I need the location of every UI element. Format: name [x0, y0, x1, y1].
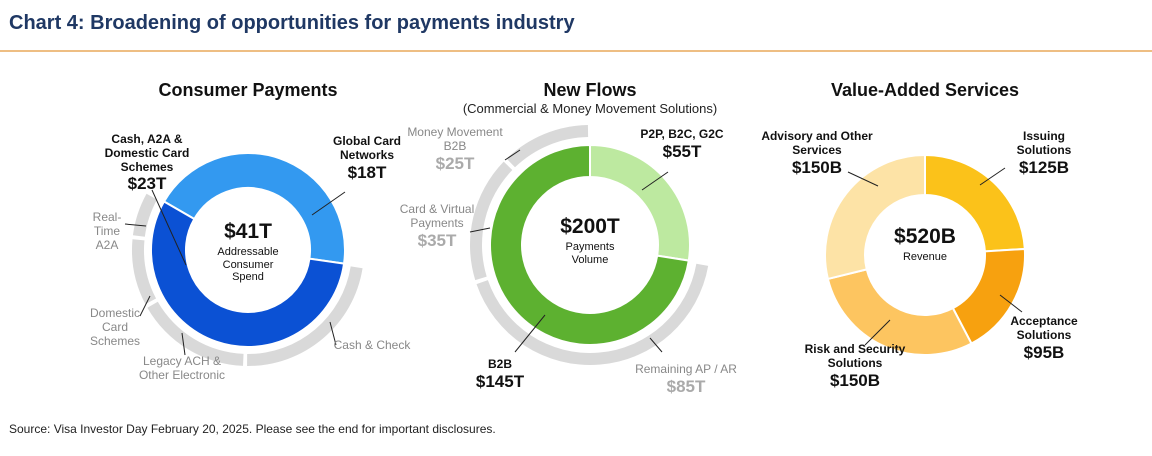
leader-line [999, 294, 1023, 313]
leader-line [151, 189, 187, 266]
breakdown-segment [132, 193, 158, 237]
label-block: P2P, B2C, G2C $55T [627, 127, 737, 161]
label-block: Global Card Networks $18T [332, 134, 402, 182]
segment-name: Money Movement B2B [407, 125, 503, 153]
segment-value: $150B [829, 370, 881, 390]
leader-line [124, 223, 147, 227]
segment-value: $23T [127, 174, 167, 194]
segment-name: P2P, B2C, G2C [640, 127, 724, 141]
center-text: Revenue [902, 251, 948, 263]
breakdown-segment [470, 161, 513, 281]
chart-title: New Flows [543, 80, 637, 100]
label-block: Remaining AP / AR $85T [626, 362, 746, 396]
chart-subtitle: (Commercial & Money Movement Solutions) [462, 101, 718, 116]
leader-line [864, 319, 891, 346]
donut-segment [489, 143, 690, 346]
leader-line [847, 171, 879, 187]
segment-name: Cash, A2A & Domestic Card Schemes [104, 132, 190, 174]
segment-value: $35T [417, 230, 457, 250]
donut-segment [150, 200, 346, 349]
label-block: Issuing Solutions $125B [1004, 129, 1084, 177]
segment-value: $125B [1018, 157, 1070, 177]
breakdown-segment [476, 263, 709, 365]
label-block: Cash & Check [322, 338, 422, 353]
label-block: B2B $145T [460, 357, 540, 391]
leader-line [641, 171, 669, 191]
segment-name: Cash & Check [333, 338, 411, 352]
segment-value: $18T [347, 162, 387, 182]
segment-value: $85T [666, 376, 706, 396]
page-title: Chart 4: Broadening of opportunities for… [9, 12, 575, 34]
label-block: Risk and Security Solutions $150B [785, 342, 925, 390]
segment-value: $55T [662, 141, 702, 161]
donut-segment [162, 152, 346, 265]
leader-line [329, 321, 337, 346]
segment-name: Issuing Solutions [1016, 129, 1072, 157]
segment-value: $95B [1023, 342, 1065, 362]
segment-name: B2B [487, 357, 512, 371]
segment-value: $25T [435, 153, 475, 173]
breakdown-segment [131, 239, 157, 305]
leader-line [979, 167, 1006, 186]
center-text: Addressable Consumer Spend [217, 246, 279, 284]
segment-name: Advisory and Other Services [761, 129, 873, 157]
label-block: Advisory and Other Services $150B [757, 129, 877, 177]
center-total: $41T [224, 220, 272, 243]
label-block: Real-Time A2A [82, 210, 132, 252]
leader-line [181, 332, 186, 356]
donut-segment [826, 268, 973, 356]
leader-line [514, 314, 546, 353]
label-block: Domestic Card Schemes [80, 306, 150, 348]
leader-line [469, 227, 491, 233]
segment-value: $145T [475, 371, 525, 391]
label-block: Card & Virtual Payments $35T [397, 202, 477, 250]
segment-name: Acceptance Solutions [1010, 314, 1078, 342]
leader-line [311, 191, 346, 216]
segment-name: Global Card Networks [332, 134, 401, 162]
chart-title: Consumer Payments [158, 80, 338, 100]
segment-value: $150B [791, 157, 843, 177]
segment-name: Card & Virtual Payments [399, 202, 475, 230]
center-total: $200T [560, 215, 620, 238]
leader-line [649, 337, 663, 353]
breakdown-segment [147, 301, 244, 366]
label-block: Cash, A2A & Domestic Card Schemes $23T [92, 132, 202, 194]
label-block: Acceptance Solutions $95B [994, 314, 1094, 362]
source-note: Source: Visa Investor Day February 20, 2… [9, 422, 496, 436]
label-block: Money Movement B2B $25T [400, 125, 510, 173]
segment-name: Legacy ACH & Other Electronic [138, 354, 226, 382]
breakdown-segment [506, 125, 589, 168]
segment-name: Risk and Security Solutions [804, 342, 906, 370]
segment-name: Remaining AP / AR [635, 362, 737, 376]
breakdown-segment [247, 266, 363, 366]
center-text: Payments Volume [565, 241, 615, 266]
label-block: Legacy ACH & Other Electronic [137, 354, 227, 383]
donut-segment [824, 153, 926, 281]
leader-line [139, 295, 151, 317]
segment-name: Domestic Card Schemes [89, 306, 141, 348]
segment-name: Real-Time A2A [92, 210, 122, 252]
chart-title: Value-Added Services [830, 80, 1020, 100]
leader-line [504, 149, 521, 161]
center-total: $520B [894, 225, 956, 248]
